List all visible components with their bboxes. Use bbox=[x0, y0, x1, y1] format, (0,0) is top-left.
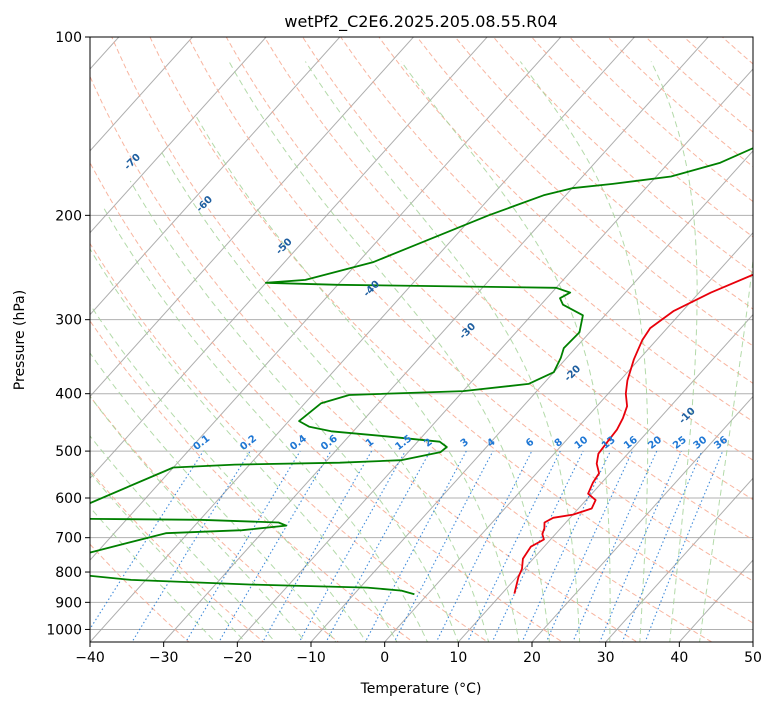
profile-lines bbox=[90, 147, 753, 596]
chart-title: wetPf2_C2E6.2025.205.08.55.R04 bbox=[284, 12, 557, 32]
moist-adiabat-line bbox=[103, 208, 429, 642]
mixing-ratio-line bbox=[545, 450, 633, 642]
dry-adiabat-line bbox=[492, 37, 753, 274]
y-tick-label: 200 bbox=[55, 208, 82, 224]
mixing-ratio-line bbox=[90, 450, 204, 630]
x-tick-label: 20 bbox=[523, 650, 541, 666]
dry-adiabat-line bbox=[90, 395, 340, 642]
y-axis-label: Pressure (hPa) bbox=[12, 290, 28, 390]
y-tick-label: 600 bbox=[55, 491, 82, 507]
moist-adiabat-line bbox=[159, 149, 490, 642]
background-lines bbox=[0, 10, 753, 654]
dry-adiabat-line bbox=[149, 37, 753, 624]
x-tick-label: −30 bbox=[149, 650, 179, 666]
mixing-ratio-line bbox=[521, 450, 611, 642]
isotherm-line bbox=[90, 37, 341, 316]
moist-adiabat-line bbox=[90, 395, 307, 642]
mixing-ratio-line bbox=[435, 450, 533, 642]
isotherm-line bbox=[90, 37, 194, 152]
y-tick-label: 300 bbox=[55, 313, 82, 329]
isotherm-line bbox=[0, 10, 70, 654]
dry-adiabat-line bbox=[187, 37, 753, 582]
isotherm-line bbox=[383, 231, 753, 642]
dry-adiabat-line bbox=[302, 37, 753, 461]
isotherm-line bbox=[90, 37, 562, 561]
y-tick-label: 100 bbox=[55, 30, 82, 46]
moist-adiabat-line bbox=[650, 61, 698, 642]
moist-adiabat-line bbox=[194, 113, 520, 642]
temperature-profile-line bbox=[513, 273, 753, 594]
moist-adiabat-line bbox=[228, 61, 550, 642]
isotherm-line bbox=[604, 477, 753, 642]
mixing-ratio-line bbox=[262, 450, 373, 642]
mixing-ratio-line bbox=[572, 450, 658, 642]
moist-adiabat-line bbox=[90, 435, 276, 642]
dry-adiabat-line bbox=[90, 161, 564, 642]
x-tick-label: 30 bbox=[597, 650, 615, 666]
isotherm-line bbox=[236, 68, 753, 642]
x-tick-label: 0 bbox=[380, 650, 389, 666]
plot-background bbox=[90, 37, 753, 642]
isotherm-line bbox=[90, 37, 415, 398]
y-tick-label: 400 bbox=[55, 387, 82, 403]
y-tick-label: 500 bbox=[55, 444, 82, 460]
mixing-ratio-line bbox=[218, 450, 332, 642]
y-tick-label: 900 bbox=[55, 595, 82, 611]
dry-adiabat-line bbox=[111, 37, 713, 642]
mixing-ratio-line bbox=[491, 450, 584, 642]
dry-adiabat-line bbox=[90, 469, 265, 642]
dry-adiabat-line bbox=[90, 242, 489, 642]
dry-adiabat-line bbox=[90, 320, 414, 642]
dry-adiabat-line bbox=[569, 37, 753, 203]
isotherm-line bbox=[162, 37, 709, 642]
isotherm-line bbox=[90, 37, 636, 642]
isotherm-line bbox=[90, 37, 488, 480]
dewpoint-profile-line bbox=[90, 147, 753, 596]
mixing-ratio-line bbox=[325, 450, 431, 642]
moist-adiabat-line bbox=[90, 303, 367, 642]
dry-adiabat-line bbox=[225, 37, 753, 541]
x-tick-label: −20 bbox=[223, 650, 253, 666]
mixing-ratio-line bbox=[185, 450, 301, 642]
isotherm-line bbox=[531, 395, 753, 642]
moist-adiabat-line bbox=[304, 61, 581, 642]
y-tick-label: 700 bbox=[55, 531, 82, 547]
dry-adiabat-line bbox=[263, 37, 753, 501]
y-tick-label: 1000 bbox=[46, 622, 82, 638]
isotherm-line bbox=[310, 150, 753, 642]
y-tick-label: 800 bbox=[55, 565, 82, 581]
moist-adiabat-line bbox=[519, 61, 649, 642]
moist-adiabat-line bbox=[699, 255, 753, 642]
dry-adiabat-line bbox=[454, 37, 753, 310]
mixing-ratio-line bbox=[466, 450, 561, 642]
mixing-ratio-line bbox=[621, 450, 703, 642]
moist-adiabat-line bbox=[90, 247, 398, 642]
x-axis-label: Temperature (°C) bbox=[360, 681, 482, 697]
dry-adiabat-line bbox=[416, 37, 753, 347]
x-tick-label: 40 bbox=[670, 650, 688, 666]
isotherm-line bbox=[457, 313, 753, 642]
axes: −40 −30 −20 −10 0 10 20 30 40 50 100 200 300 400 500 60… bbox=[46, 30, 762, 666]
x-tick-label: 50 bbox=[744, 650, 762, 666]
x-tick-label: −40 bbox=[75, 650, 105, 666]
moist-adiabat-line bbox=[129, 180, 459, 642]
mixing-ratio-line bbox=[644, 450, 724, 642]
moist-adiabat-line bbox=[400, 61, 611, 642]
dry-adiabat-line bbox=[340, 37, 753, 423]
x-tick-label: −10 bbox=[296, 650, 326, 666]
x-tick-label: 10 bbox=[449, 650, 467, 666]
dry-adiabat-line bbox=[90, 75, 639, 642]
isotherm-line bbox=[90, 37, 267, 234]
moist-adiabat-line bbox=[90, 471, 246, 642]
plot-frame bbox=[89, 36, 754, 643]
mixing-ratio-line bbox=[298, 450, 406, 642]
mixing-ratio-line bbox=[599, 450, 682, 642]
